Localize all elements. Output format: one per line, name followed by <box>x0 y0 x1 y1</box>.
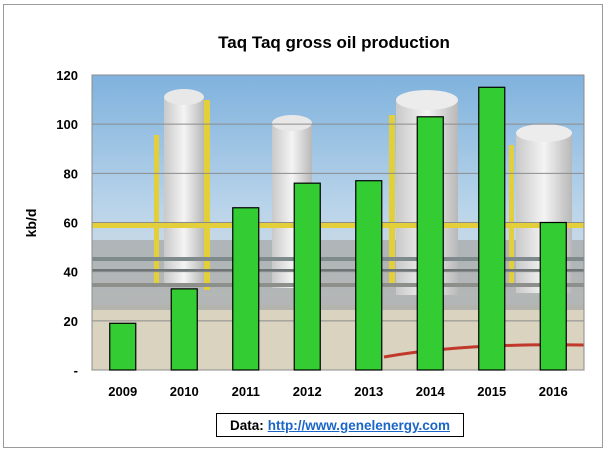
x-axis-ticks: 2009 2010 2011 2012 2013 2014 2015 2016 <box>108 384 567 399</box>
y-tick-label: 100 <box>56 117 78 132</box>
x-tick-label: 2010 <box>170 384 199 399</box>
y-tick-label: 20 <box>64 314 78 329</box>
bars <box>109 86 567 371</box>
x-tick-label: 2012 <box>293 384 322 399</box>
y-tick-label: 120 <box>56 68 78 83</box>
x-tick-label: 2015 <box>477 384 506 399</box>
source-label: Data: <box>229 417 264 433</box>
bar-2010 <box>170 288 198 371</box>
chart-title: Taq Taq gross oil production <box>218 33 450 52</box>
y-tick-label: 60 <box>64 216 78 231</box>
y-tick-label: 40 <box>64 265 78 280</box>
bar-2013 <box>355 180 383 371</box>
source-box: Data: http://www.genelenergy.com <box>216 413 464 437</box>
bar-2009 <box>109 322 137 371</box>
x-tick-label: 2009 <box>108 384 137 399</box>
y-tick-label: - <box>74 363 78 378</box>
bar-2014 <box>416 116 444 371</box>
bar-2015 <box>478 86 506 371</box>
plot-area-border <box>91 74 585 371</box>
y-axis-label: kb/d <box>23 209 39 238</box>
x-tick-label: 2013 <box>354 384 383 399</box>
y-tick-label: 80 <box>64 166 78 181</box>
x-tick-label: 2016 <box>539 384 568 399</box>
bar-2011 <box>232 207 260 371</box>
chart-frame: Taq Taq gross oil production <box>3 4 603 448</box>
y-axis-ticks: - 20 40 60 80 100 120 <box>56 68 78 378</box>
bar-2012 <box>293 182 321 371</box>
source-link[interactable]: http://www.genelenergy.com <box>267 417 451 433</box>
x-tick-label: 2014 <box>416 384 446 399</box>
bar-2016 <box>539 221 567 371</box>
x-tick-label: 2011 <box>232 384 260 399</box>
bar-chart: Taq Taq gross oil production <box>23 33 585 399</box>
